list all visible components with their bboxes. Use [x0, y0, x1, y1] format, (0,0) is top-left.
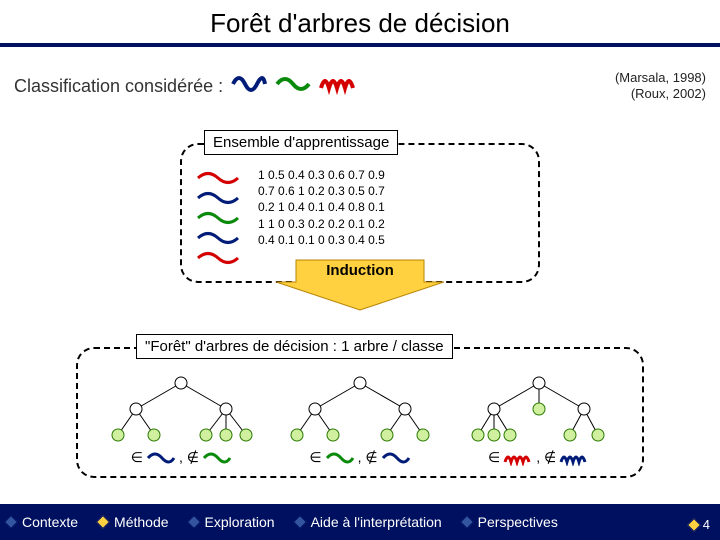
sample-waves	[196, 169, 240, 267]
wave-icon	[202, 450, 232, 466]
tree-icon	[106, 373, 256, 445]
membership-3: ∈ , ∉	[488, 449, 589, 466]
wave-icon	[196, 169, 240, 187]
elem-of-icon: ∈	[309, 449, 321, 466]
elem-of-icon: ∈	[131, 449, 143, 466]
title-bar: Forêt d'arbres de décision	[0, 8, 720, 47]
tree-2: ∈ , ∉	[285, 373, 435, 466]
elem-of-icon: ∈	[488, 449, 500, 466]
wave-icon-c2	[275, 72, 311, 101]
wave-icon	[325, 450, 355, 466]
wave-icon	[196, 249, 240, 267]
diamond-icon	[460, 515, 474, 529]
citations: (Marsala, 1998) (Roux, 2002)	[615, 70, 706, 103]
diamond-icon	[186, 515, 200, 529]
tree-3: ∈ , ∉	[464, 373, 614, 466]
diamond-icon	[687, 517, 701, 531]
diamond-icon	[4, 515, 18, 529]
tree-icon	[464, 373, 614, 445]
nav-methode[interactable]: Méthode	[92, 504, 182, 540]
diamond-icon	[96, 515, 110, 529]
subtitle-row: Classification considérée : (Marsala, 19…	[14, 70, 706, 103]
nav-perspectives[interactable]: Perspectives	[456, 504, 572, 540]
data-matrix: 1 0.5 0.4 0.3 0.6 0.7 0.9 0.7 0.6 1 0.2 …	[258, 167, 385, 248]
wave-icon	[196, 189, 240, 207]
wave-icon	[503, 450, 533, 466]
forest-block: "Forêt" d'arbres de décision : 1 arbre /…	[76, 322, 644, 478]
slide-title: Forêt d'arbres de décision	[0, 8, 720, 39]
nav-aide[interactable]: Aide à l'interprétation	[289, 504, 456, 540]
slide: Forêt d'arbres de décision Classificatio…	[0, 0, 720, 540]
membership-2: ∈ , ∉	[309, 449, 410, 466]
membership-1: ∈ , ∉	[131, 449, 232, 466]
subtitle-text: Classification considérée :	[14, 76, 223, 97]
title-underline	[0, 43, 720, 47]
diamond-icon	[293, 515, 307, 529]
wave-icon	[559, 450, 589, 466]
tree-icon	[285, 373, 435, 445]
induction-label: Induction	[276, 256, 444, 279]
forest-box: ∈ , ∉	[76, 347, 644, 478]
wave-icon	[196, 209, 240, 227]
citation-1: (Marsala, 1998)	[615, 70, 706, 86]
wave-icon	[196, 229, 240, 247]
page-number: 4	[689, 517, 710, 532]
classification-label: Classification considérée :	[14, 72, 355, 101]
nav-exploration[interactable]: Exploration	[183, 504, 289, 540]
wave-icon	[381, 450, 411, 466]
wave-icon-c1	[231, 72, 267, 101]
trees-row: ∈ , ∉	[92, 373, 628, 466]
induction-arrow-block: Induction	[276, 256, 444, 279]
forest-title: "Forêt" d'arbres de décision : 1 arbre /…	[136, 334, 453, 359]
learning-content: 1 0.5 0.4 0.3 0.6 0.7 0.9 0.7 0.6 1 0.2 …	[196, 167, 524, 267]
wave-icon-c3	[319, 72, 355, 101]
citation-2: (Roux, 2002)	[615, 86, 706, 102]
tree-1: ∈ , ∉	[106, 373, 256, 466]
nav-bar: Contexte Méthode Exploration Aide à l'in…	[0, 504, 720, 540]
learning-set-title: Ensemble d'apprentissage	[204, 130, 398, 155]
wave-icon	[146, 450, 176, 466]
nav-contexte[interactable]: Contexte	[0, 504, 92, 540]
